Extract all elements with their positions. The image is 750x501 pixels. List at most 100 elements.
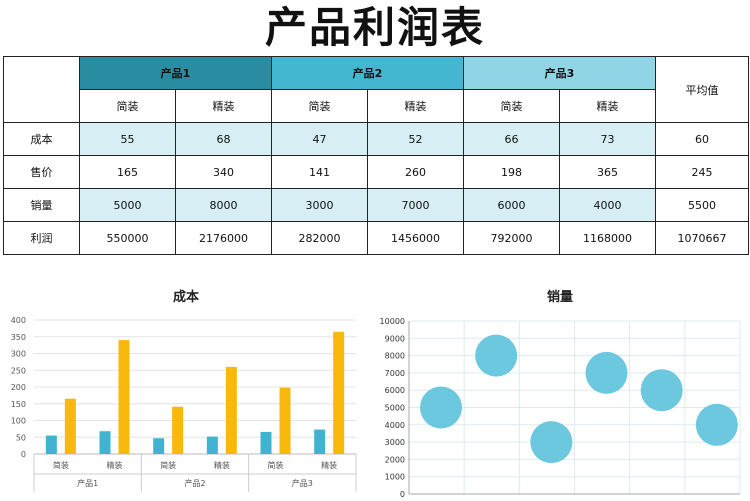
bar [225, 366, 237, 454]
table-cell: 340 [175, 155, 272, 189]
y-tick-label: 300 [11, 350, 26, 359]
table-cell: 2176000 [175, 221, 272, 255]
table-cell: 8000 [175, 188, 272, 222]
sales-bubble-chart: 销量 0 1000 2000 3000 4000 5000 6000 7000 8000 9000 1… [380, 289, 741, 499]
y-tick-label: 6000 [385, 386, 405, 395]
y-tick-label: 250 [11, 366, 26, 375]
subheader-cell: 精装 [559, 89, 656, 123]
table-cell: 1168000 [559, 221, 656, 255]
chart-title: 销量 [547, 289, 573, 305]
table-cell: 141 [271, 155, 368, 189]
x-tick-label: 简装 [53, 460, 69, 470]
table-cell-average: 60 [655, 122, 749, 156]
bar [99, 431, 111, 454]
table-row-sales: 销量 5000 8000 3000 7000 6000 4000 5500 [3, 188, 749, 222]
table-cell: 4000 [559, 188, 656, 222]
y-tick-label: 7000 [385, 369, 405, 378]
table-cell: 68 [175, 122, 272, 156]
bar [279, 387, 291, 454]
table-row-cost: 成本 55 68 47 52 66 73 60 [3, 122, 749, 156]
product-header-1: 产品1 [79, 56, 272, 90]
table-row-profit: 利润 550000 2176000 282000 1456000 792000 … [3, 221, 749, 255]
y-tick-label: 0 [400, 490, 405, 499]
chart-title: 成本 [173, 289, 199, 305]
table-cell: 73 [559, 122, 656, 156]
table-cell: 260 [367, 155, 464, 189]
y-tick-label: 9000 [385, 334, 405, 343]
table-cell: 282000 [271, 221, 368, 255]
bar [314, 429, 326, 454]
group-label: 产品2 [184, 478, 205, 488]
bar [45, 435, 57, 454]
bar [172, 406, 184, 454]
y-tick-label: 0 [21, 450, 26, 459]
subheader-cell: 简装 [463, 89, 560, 123]
product-header-2: 产品2 [271, 56, 464, 90]
table-cell: 792000 [463, 221, 560, 255]
bar [260, 431, 272, 454]
y-tick-label: 4000 [385, 421, 405, 430]
bar [153, 438, 165, 454]
product-header-3: 产品3 [463, 56, 656, 90]
table-cell: 365 [559, 155, 656, 189]
profit-table: 产品1 产品2 产品3 平均值 简装 精装 简装 精装 简装 精装 成本 55 … [3, 56, 749, 255]
bubble [585, 351, 628, 394]
group-label: 产品1 [77, 478, 98, 488]
average-header: 平均值 [655, 56, 749, 123]
table-row-price: 售价 165 340 141 260 198 365 245 [3, 155, 749, 189]
table-cell: 52 [367, 122, 464, 156]
y-tick-label: 350 [11, 333, 26, 342]
table-cell: 7000 [367, 188, 464, 222]
bubble [695, 403, 738, 446]
row-label: 成本 [3, 122, 80, 156]
bar [333, 331, 345, 454]
subheader-cell: 精装 [175, 89, 272, 123]
bubble [475, 334, 518, 377]
y-tick-label: 8000 [385, 352, 405, 361]
row-label: 售价 [3, 155, 80, 189]
table-cell: 47 [271, 122, 368, 156]
table-cell-average: 245 [655, 155, 749, 189]
page-title: 产品利润表 [264, 3, 485, 52]
subheader-cell: 简装 [271, 89, 368, 123]
table-cell: 3000 [271, 188, 368, 222]
table-cell-average: 5500 [655, 188, 749, 222]
y-tick-label: 10000 [380, 317, 405, 326]
y-tick-label: 200 [11, 383, 26, 392]
bubble [419, 386, 462, 429]
bar [118, 340, 130, 454]
y-tick-label: 50 [16, 433, 26, 442]
table-cell: 165 [79, 155, 176, 189]
table-corner-cell [3, 56, 80, 123]
group-label: 产品3 [292, 478, 313, 488]
table-cell: 6000 [463, 188, 560, 222]
x-tick-label: 精装 [321, 460, 337, 470]
subheader-cell: 精装 [367, 89, 464, 123]
table-cell: 66 [463, 122, 560, 156]
row-label: 利润 [3, 221, 80, 255]
bar [64, 398, 76, 454]
y-tick-label: 3000 [385, 438, 405, 447]
table-cell: 5000 [79, 188, 176, 222]
y-tick-label: 1000 [385, 473, 405, 482]
bar [206, 436, 218, 454]
table-cell: 550000 [79, 221, 176, 255]
y-tick-label: 400 [11, 316, 26, 325]
bubble [640, 369, 683, 412]
table-cell: 1456000 [367, 221, 464, 255]
y-tick-label: 100 [11, 417, 26, 426]
x-tick-label: 简装 [160, 460, 176, 470]
table-cell-average: 1070667 [655, 221, 749, 255]
row-label: 销量 [3, 188, 80, 222]
x-tick-label: 精装 [107, 460, 123, 470]
x-tick-label: 精装 [214, 460, 230, 470]
table-cell: 198 [463, 155, 560, 189]
x-tick-label: 简装 [268, 460, 284, 470]
bubble [530, 421, 573, 464]
table-cell: 55 [79, 122, 176, 156]
y-tick-label: 2000 [385, 455, 405, 464]
subheader-cell: 简装 [79, 89, 176, 123]
y-tick-label: 150 [11, 400, 26, 409]
y-tick-label: 5000 [385, 404, 405, 413]
